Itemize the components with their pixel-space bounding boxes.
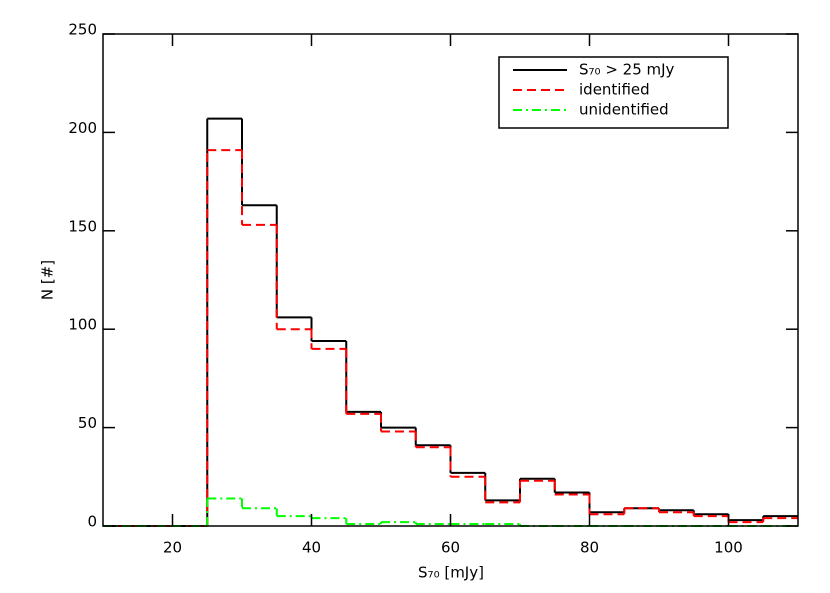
y-tick-label: 100 — [68, 316, 97, 334]
y-tick-label: 50 — [78, 414, 97, 432]
y-tick-label: 0 — [87, 513, 97, 531]
legend-label: S₇₀ > 25 mJy — [579, 61, 675, 79]
legend-box — [498, 56, 729, 129]
legend-label: unidentified — [579, 101, 669, 119]
y-tick-label: 250 — [68, 21, 97, 39]
x-tick-label: 40 — [302, 539, 321, 557]
x-tick-label: 100 — [714, 539, 743, 557]
x-tick-label: 20 — [163, 539, 182, 557]
x-tick-label: 80 — [580, 539, 599, 557]
x-tick-label: 60 — [441, 539, 460, 557]
y-axis-label: N [#] — [39, 260, 57, 300]
x-axis-label: S₇₀ [mJy] — [418, 564, 484, 582]
y-tick-label: 150 — [68, 217, 97, 235]
y-tick-label: 200 — [68, 119, 97, 137]
legend-label: identified — [579, 81, 650, 99]
